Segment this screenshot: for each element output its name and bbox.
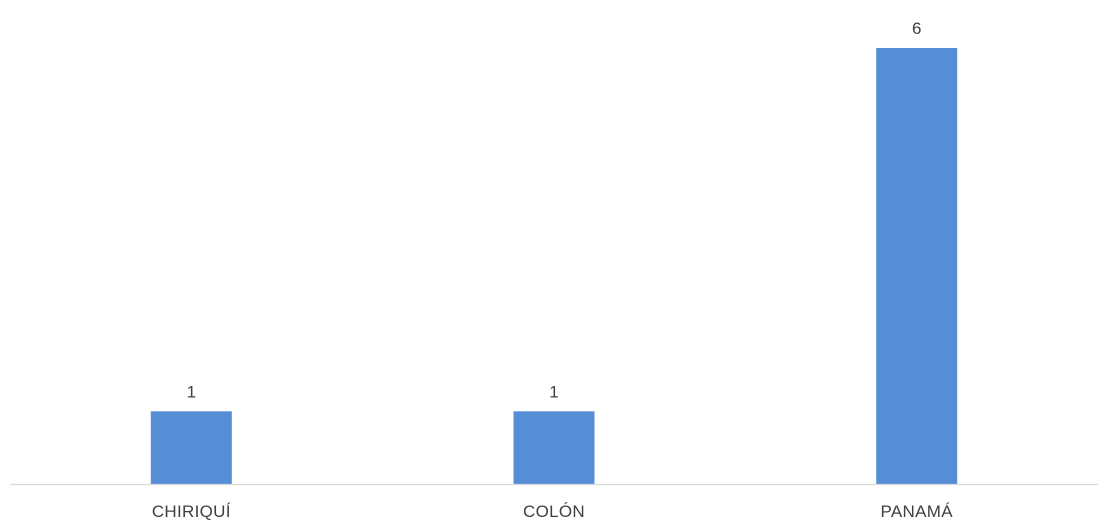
data-label-1: 1	[549, 382, 558, 401]
bar-2	[876, 48, 958, 484]
bar-1	[513, 411, 595, 484]
data-label-2: 6	[912, 19, 921, 38]
bar-0	[150, 411, 232, 484]
x-axis-tick-labels: CHIRIQUÍ COLÓN PANAMÁ	[152, 502, 953, 521]
data-label-0: 1	[187, 382, 196, 401]
x-tick-label-2: PANAMÁ	[881, 502, 954, 521]
x-tick-label-0: CHIRIQUÍ	[152, 502, 231, 521]
bars-group	[150, 48, 958, 484]
x-tick-label-1: COLÓN	[523, 502, 585, 521]
data-labels-group: 1 1 6	[187, 19, 922, 401]
